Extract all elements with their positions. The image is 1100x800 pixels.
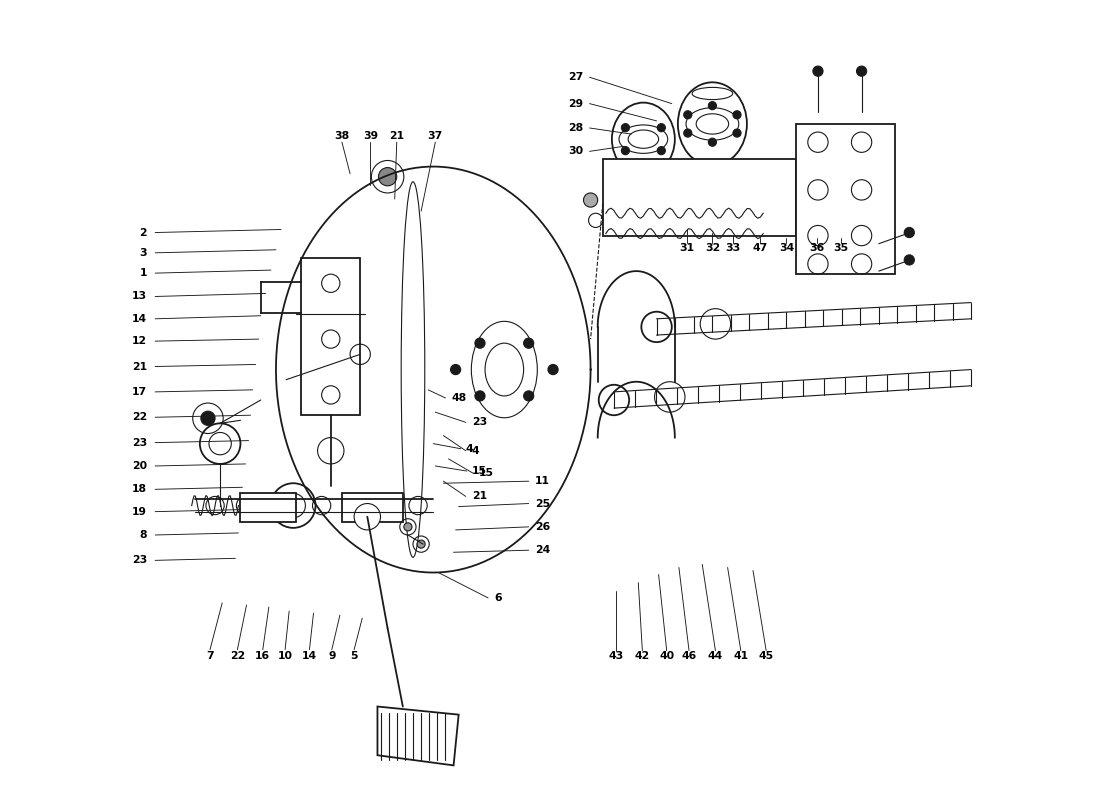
- Circle shape: [701, 309, 730, 339]
- Circle shape: [654, 382, 685, 412]
- Circle shape: [708, 102, 716, 110]
- Text: 34: 34: [779, 242, 794, 253]
- Text: 31: 31: [680, 242, 694, 253]
- Text: 47: 47: [752, 242, 768, 253]
- Text: 7: 7: [206, 650, 213, 661]
- Circle shape: [548, 365, 558, 374]
- Text: 22: 22: [132, 412, 147, 422]
- Text: 20: 20: [132, 461, 147, 471]
- Bar: [241, 494, 296, 522]
- Circle shape: [598, 385, 629, 415]
- Text: 40: 40: [659, 650, 674, 661]
- Text: 29: 29: [569, 98, 583, 109]
- Text: 25: 25: [535, 498, 550, 509]
- Text: 41: 41: [734, 650, 748, 661]
- Text: 35: 35: [834, 242, 849, 253]
- Text: 24: 24: [535, 546, 550, 555]
- Text: 3: 3: [140, 248, 147, 258]
- Circle shape: [658, 124, 666, 132]
- Circle shape: [733, 129, 741, 137]
- Text: 18: 18: [132, 484, 147, 494]
- Circle shape: [475, 391, 485, 401]
- Circle shape: [354, 503, 381, 530]
- Circle shape: [417, 540, 426, 548]
- Text: 39: 39: [363, 131, 378, 141]
- Text: 38: 38: [334, 131, 350, 141]
- Text: 27: 27: [569, 72, 583, 82]
- Text: 32: 32: [705, 242, 720, 253]
- Text: 37: 37: [428, 131, 443, 141]
- Bar: [301, 258, 360, 415]
- Circle shape: [733, 110, 741, 119]
- Circle shape: [475, 338, 485, 348]
- Circle shape: [451, 365, 461, 374]
- Text: 16: 16: [255, 650, 271, 661]
- Text: 5: 5: [351, 650, 358, 661]
- Text: 46: 46: [681, 650, 696, 661]
- Ellipse shape: [612, 102, 674, 176]
- Text: 44: 44: [707, 650, 723, 661]
- Text: 4: 4: [465, 444, 473, 454]
- Text: 42: 42: [635, 650, 650, 661]
- Circle shape: [583, 193, 597, 207]
- Text: 10: 10: [277, 650, 293, 661]
- Text: 43: 43: [608, 650, 624, 661]
- Text: 14: 14: [132, 314, 147, 324]
- Circle shape: [524, 338, 534, 348]
- Circle shape: [857, 66, 867, 76]
- Circle shape: [684, 129, 692, 137]
- Text: 12: 12: [132, 336, 147, 346]
- Text: 26: 26: [535, 522, 550, 532]
- Text: 8: 8: [140, 530, 147, 540]
- Circle shape: [621, 124, 629, 132]
- Text: 11: 11: [535, 476, 550, 486]
- Circle shape: [641, 312, 672, 342]
- Ellipse shape: [678, 82, 747, 166]
- Text: 45: 45: [759, 650, 773, 661]
- Circle shape: [904, 255, 914, 265]
- Text: 4: 4: [472, 446, 480, 456]
- Text: 17: 17: [132, 387, 147, 397]
- Polygon shape: [377, 706, 459, 766]
- Text: 21: 21: [389, 131, 405, 141]
- Text: 48: 48: [451, 393, 466, 403]
- Text: 15: 15: [478, 468, 494, 478]
- Text: 23: 23: [472, 418, 487, 427]
- FancyBboxPatch shape: [603, 159, 795, 235]
- Circle shape: [708, 138, 716, 146]
- Circle shape: [378, 167, 397, 186]
- Circle shape: [621, 146, 629, 154]
- Circle shape: [404, 523, 412, 531]
- Bar: [795, 124, 895, 274]
- Text: 2: 2: [140, 227, 147, 238]
- Text: 6: 6: [494, 593, 502, 603]
- Text: 21: 21: [472, 491, 487, 502]
- Text: 23: 23: [132, 555, 147, 566]
- Circle shape: [813, 66, 823, 76]
- Circle shape: [904, 227, 914, 238]
- Text: 9: 9: [328, 650, 336, 661]
- Text: 28: 28: [569, 123, 583, 133]
- Text: 19: 19: [132, 506, 147, 517]
- Text: 1: 1: [140, 268, 147, 278]
- Text: 30: 30: [569, 146, 583, 156]
- Text: 23: 23: [132, 438, 147, 448]
- Text: 33: 33: [725, 242, 740, 253]
- Circle shape: [524, 391, 534, 401]
- Circle shape: [684, 110, 692, 119]
- Text: 21: 21: [132, 362, 147, 371]
- Circle shape: [658, 146, 666, 154]
- Text: 36: 36: [810, 242, 825, 253]
- Text: 15: 15: [472, 466, 487, 476]
- Bar: [342, 494, 403, 522]
- Circle shape: [201, 411, 216, 426]
- Ellipse shape: [692, 87, 733, 99]
- Text: 14: 14: [301, 650, 317, 661]
- Text: 22: 22: [230, 650, 245, 661]
- Text: 13: 13: [132, 291, 147, 302]
